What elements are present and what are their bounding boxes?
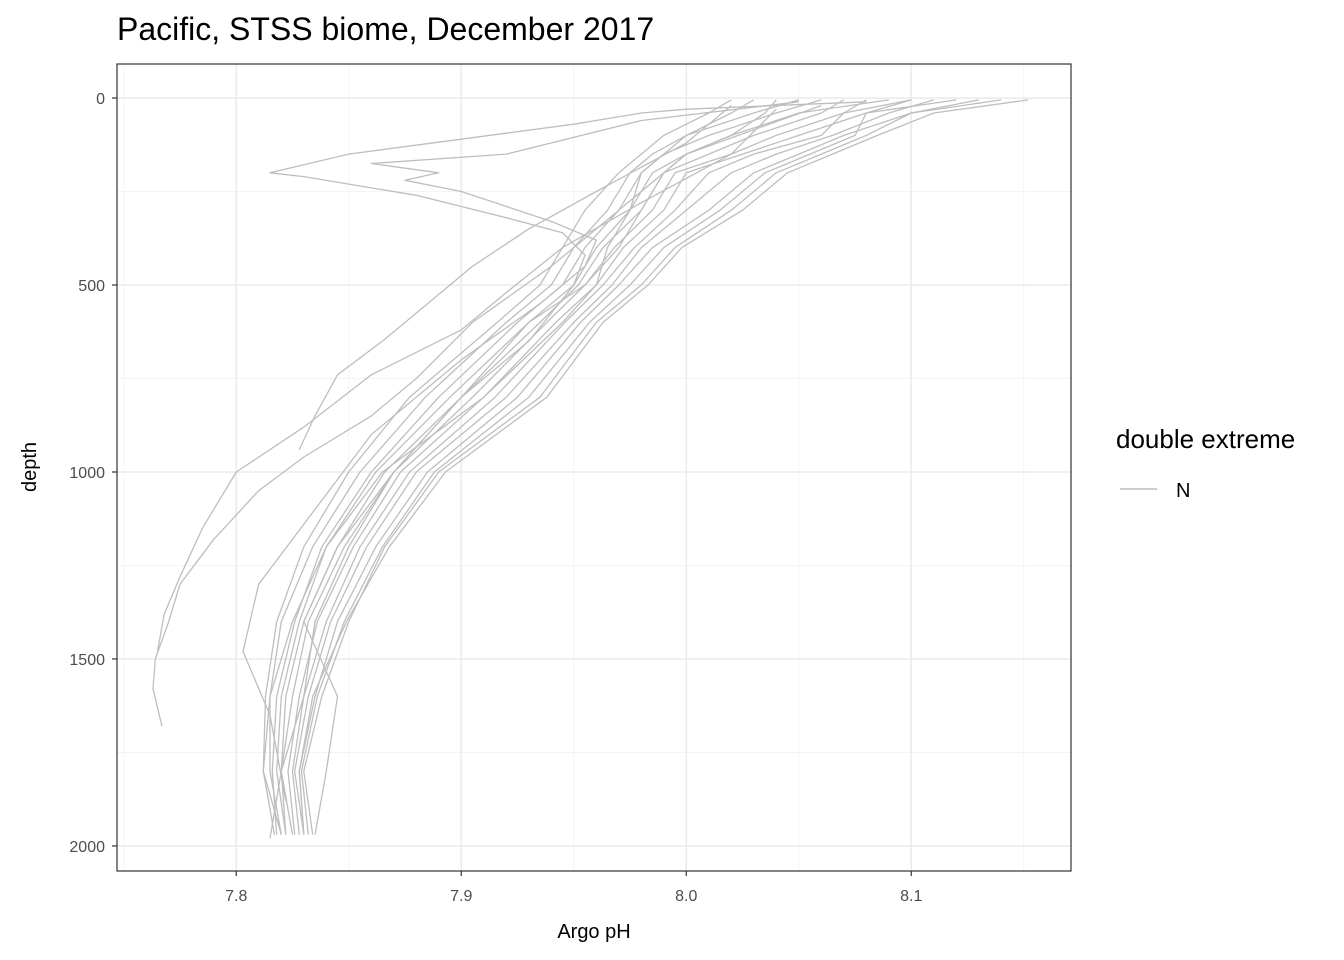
legend: double extreme N [1116, 424, 1295, 502]
x-tick-label: 7.8 [225, 888, 247, 905]
profile-line-16 [269, 101, 867, 839]
panel-border [116, 63, 1072, 872]
legend-title: double extreme [1116, 424, 1295, 454]
x-tick-label: 8.0 [675, 888, 697, 905]
chart-title: Pacific, STSS biome, December 2017 [117, 11, 654, 47]
profile-line-12 [303, 99, 1002, 835]
profile-line-9 [294, 99, 934, 835]
x-axis-title: Argo pH [557, 921, 630, 943]
y-tick-label: 500 [78, 278, 105, 295]
profile-line-18 [298, 105, 732, 450]
profile-line-17 [242, 101, 799, 802]
plot-panel [117, 64, 1071, 871]
y-tick-label: 0 [96, 91, 105, 108]
profile-line-1 [262, 99, 732, 835]
legend-entry-label: N [1176, 480, 1190, 502]
x-tick-label: 7.9 [450, 888, 472, 905]
profile-line-19 [156, 108, 777, 652]
profile-line-10 [298, 99, 979, 835]
y-tick-label: 2000 [69, 839, 105, 856]
y-axis-title: depth [19, 442, 41, 492]
profile-lines [152, 99, 1029, 839]
profile-line-6 [280, 99, 912, 835]
y-axis: 0 500 1000 1500 2000 [69, 91, 117, 856]
profile-line-20 [152, 104, 822, 727]
y-tick-label: 1000 [69, 465, 105, 482]
profile-line-7 [287, 99, 957, 835]
profile-line-8 [291, 99, 867, 835]
profile-line-2 [269, 99, 799, 835]
profile-line-15 [303, 99, 777, 835]
profile-line-13 [298, 99, 1029, 835]
profile-line-11 [300, 99, 912, 835]
y-tick-label: 1500 [69, 652, 105, 669]
x-axis: 7.8 7.9 8.0 8.1 [225, 871, 922, 905]
x-tick-label: 8.1 [900, 888, 922, 905]
profile-line-14 [262, 99, 755, 835]
